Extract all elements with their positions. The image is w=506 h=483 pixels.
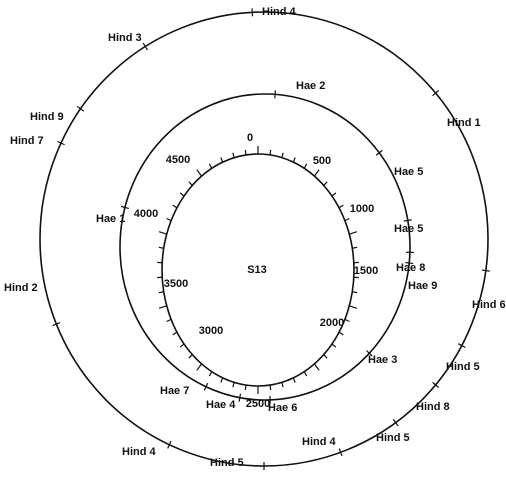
- scale-tick: [313, 169, 320, 177]
- scale-tick: [158, 291, 164, 294]
- site-label: Hae 1: [96, 213, 125, 225]
- site-tick: [481, 269, 490, 272]
- middle-ring: [119, 93, 411, 401]
- center-label: S13: [247, 264, 267, 276]
- site-label: Hae 7: [160, 385, 189, 397]
- scale-tick: [352, 291, 358, 294]
- scale-tick: [349, 305, 358, 309]
- site-tick: [405, 261, 414, 265]
- site-label: Hind 3: [108, 32, 142, 44]
- site-label: Hind 4: [302, 436, 336, 448]
- scale-label: 1000: [350, 203, 374, 215]
- scale-tick: [338, 204, 344, 209]
- scale-tick: [196, 169, 203, 177]
- scale-tick: [158, 231, 167, 235]
- site-label: Hind 6: [472, 299, 506, 311]
- scale-tick: [208, 163, 213, 169]
- scale-label: 3000: [199, 325, 223, 337]
- site-tick: [403, 219, 412, 222]
- site-label: Hind 4: [122, 446, 156, 458]
- scale-tick: [352, 246, 358, 249]
- site-label: Hae 5: [394, 166, 423, 178]
- site-tick: [432, 381, 440, 388]
- scale-tick: [303, 371, 308, 377]
- scale-tick: [313, 363, 320, 371]
- scale-tick: [232, 152, 235, 158]
- site-tick: [76, 106, 85, 112]
- site-label: Hae 8: [396, 262, 425, 274]
- site-label: Hind 2: [4, 282, 38, 294]
- scale-tick: [158, 305, 167, 309]
- scale-tick: [323, 181, 328, 186]
- scale-tick: [232, 382, 235, 388]
- scale-tick: [158, 246, 164, 249]
- scale-label: 1500: [354, 265, 378, 277]
- site-label: Hind 5: [376, 432, 410, 444]
- site-tick: [338, 448, 343, 457]
- scale-tick: [188, 181, 193, 186]
- site-label: Hind 9: [30, 111, 64, 123]
- site-tick: [432, 90, 440, 97]
- site-label: Hind 5: [210, 457, 244, 469]
- scale-tick: [344, 318, 350, 323]
- scale-tick: [269, 149, 272, 155]
- scale-label: 4000: [134, 208, 158, 220]
- site-label: Hae 6: [268, 402, 297, 414]
- scale-label: 3500: [164, 278, 188, 290]
- scale-tick: [208, 371, 213, 377]
- site-label: Hind 8: [416, 401, 450, 413]
- scale-tick: [188, 354, 193, 359]
- site-tick: [52, 321, 61, 327]
- scale-label: 2500: [246, 398, 270, 410]
- scale-label: 2000: [320, 317, 344, 329]
- scale-tick: [179, 192, 185, 197]
- site-label: Hind 5: [446, 361, 480, 373]
- scale-label: 500: [313, 155, 331, 167]
- site-tick: [375, 149, 383, 156]
- scale-tick: [338, 331, 344, 336]
- scale-tick: [344, 217, 350, 222]
- scale-label: 0: [247, 132, 253, 144]
- site-tick: [57, 140, 65, 146]
- scale-tick: [166, 217, 172, 222]
- scale-tick: [331, 192, 337, 197]
- scale-label: 4500: [166, 154, 190, 166]
- site-label: Hae 5: [394, 223, 423, 235]
- scale-tick: [281, 152, 284, 158]
- scale-tick: [331, 343, 337, 348]
- scale-tick: [220, 157, 224, 163]
- site-label: Hae 2: [296, 80, 325, 92]
- site-label: Hind 7: [10, 135, 44, 147]
- site-tick: [392, 419, 399, 427]
- scale-tick: [179, 343, 185, 348]
- site-tick: [167, 440, 172, 449]
- site-label: Hae 9: [408, 280, 437, 292]
- site-tick: [238, 393, 242, 402]
- site-label: Hae 4: [206, 399, 236, 411]
- scale-tick: [220, 377, 224, 383]
- scale-tick: [172, 204, 178, 209]
- scale-tick: [292, 377, 296, 383]
- scale-tick: [172, 331, 178, 336]
- scale-tick: [269, 385, 272, 391]
- site-label: Hind 1: [447, 117, 481, 129]
- scale-tick: [244, 149, 247, 155]
- scale-tick: [281, 382, 284, 388]
- site-tick: [457, 343, 466, 348]
- site-tick: [142, 42, 148, 51]
- site-tick: [274, 90, 276, 99]
- site-tick: [120, 205, 129, 210]
- scale-tick: [244, 385, 247, 391]
- scale-tick: [292, 157, 296, 163]
- site-label: Hind 4: [262, 6, 296, 18]
- scale-tick: [303, 163, 308, 169]
- site-tick: [366, 350, 373, 357]
- scale-tick: [323, 354, 328, 359]
- scale-tick: [166, 318, 172, 323]
- scale-tick: [196, 363, 203, 371]
- site-label: Hae 3: [368, 354, 397, 366]
- site-tick: [203, 382, 209, 391]
- scale-tick: [349, 231, 358, 235]
